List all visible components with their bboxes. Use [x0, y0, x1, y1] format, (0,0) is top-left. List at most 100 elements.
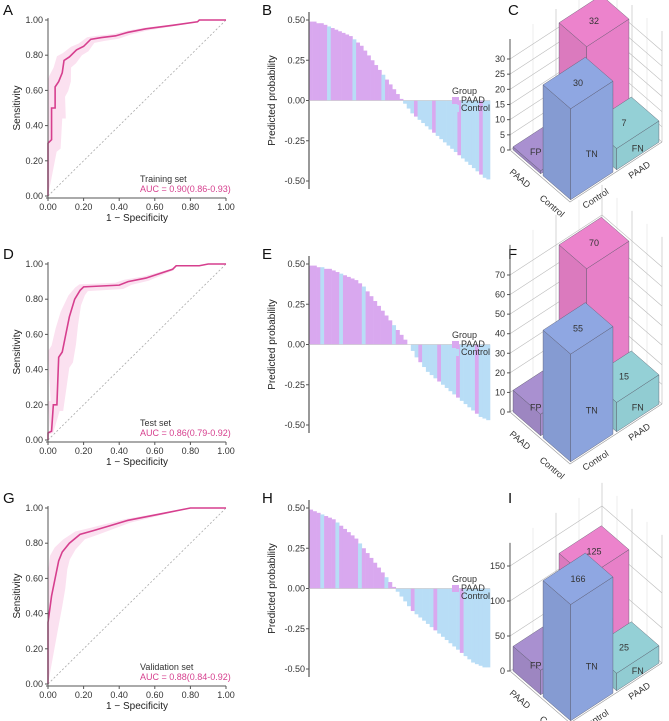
- bar: [331, 519, 336, 589]
- bar: [428, 100, 433, 130]
- y-tick-label: 0.00: [25, 435, 43, 445]
- y-tick-label: 0.00: [25, 679, 43, 689]
- roc-curve: [47, 507, 226, 684]
- bar: [377, 69, 382, 101]
- y-tick-label: 0.40: [25, 121, 43, 131]
- bar: [374, 65, 379, 101]
- bar: [482, 100, 487, 178]
- x-tick-label: 0.20: [75, 690, 93, 700]
- panel-b: 0.50 0.25 0.00 -0.25 -0.50 Predicted probabil…: [267, 12, 491, 189]
- y-axis-label: Predicted probability: [267, 543, 278, 634]
- bar: [418, 344, 423, 363]
- bar: [448, 588, 453, 644]
- bar-category-label: FP: [530, 402, 542, 412]
- bar: [359, 45, 364, 101]
- bar-tn: 166 TN: [542, 552, 614, 721]
- bar: [342, 275, 348, 345]
- bar: [450, 100, 455, 149]
- y-axis-label: Sensitivity: [12, 573, 23, 618]
- bar: [474, 588, 479, 665]
- bar: [352, 39, 357, 101]
- bar: [356, 42, 360, 101]
- bar: [320, 514, 325, 589]
- grid-line: [509, 214, 663, 276]
- bar: [446, 100, 451, 146]
- bar-top-face: [558, 0, 630, 47]
- z-tick-label: 0: [500, 145, 505, 155]
- bar: [403, 339, 408, 345]
- bar: [335, 522, 340, 589]
- legend-label-paad: PAAD: [461, 95, 485, 105]
- bar-top-face: [542, 552, 614, 605]
- bar: [403, 100, 408, 104]
- panel-letter-a: A: [3, 2, 13, 19]
- legend-label-paad: PAAD: [461, 339, 485, 349]
- z-tick-label: 25: [495, 69, 505, 79]
- bar: [354, 538, 359, 589]
- y-tick-label: -0.50: [284, 664, 305, 674]
- y-tick-label: -0.25: [284, 136, 305, 146]
- bar: [341, 32, 346, 101]
- x-axis-label: 1 − Specificity: [106, 213, 168, 224]
- panel-h: 0.50 0.25 0.00 -0.25 -0.50 Predicted probabil…: [267, 500, 491, 677]
- bar: [467, 344, 472, 408]
- bar: [417, 100, 422, 120]
- y-tick-label: 0.50: [287, 503, 305, 513]
- bar: [444, 344, 449, 388]
- z-tick-label: 20: [495, 84, 505, 94]
- y-tick-label: 0.80: [25, 50, 43, 60]
- legend-swatch-control: [452, 349, 459, 356]
- auc-label: AUC = 0.90(0.86-0.93): [140, 184, 231, 194]
- bar: [324, 516, 329, 589]
- bar: [452, 588, 457, 647]
- legend-label-control: Control: [461, 103, 490, 113]
- bar: [395, 94, 400, 101]
- bar: [320, 267, 325, 345]
- y-axis-label: Predicted probability: [267, 55, 278, 146]
- legend-swatch-control: [452, 593, 459, 600]
- y-tick-label: 0.40: [25, 609, 43, 619]
- bar: [388, 84, 393, 101]
- bar: [452, 344, 457, 395]
- bar: [365, 291, 370, 345]
- bar: [388, 582, 393, 589]
- bar-category-label: TN: [586, 405, 598, 415]
- bar: [327, 268, 332, 345]
- bar-category-label: TN: [586, 661, 598, 671]
- panel-letter-f: F: [508, 246, 517, 263]
- bar: [370, 60, 375, 101]
- y-tick-label: 0.80: [25, 538, 43, 548]
- panel-letter-c: C: [508, 2, 519, 19]
- x-tick-label: 1.00: [217, 690, 235, 700]
- bar: [424, 100, 429, 127]
- legend-swatch-paad: [452, 97, 459, 104]
- bar: [376, 305, 381, 345]
- panel-d: 0.000.00 0.20 0.20 0.40 0.40 0.60 0.60 0.80 0.80…: [12, 259, 235, 468]
- bar-top-face: [542, 302, 614, 355]
- bar: [316, 267, 321, 345]
- bar-category-label: FN: [632, 403, 644, 413]
- bar-left-face: [542, 580, 571, 721]
- x-tick-label: 0.60: [146, 202, 164, 212]
- bar-category-label: FN: [632, 144, 644, 154]
- set-label: Training set: [140, 174, 187, 184]
- bar: [429, 344, 434, 376]
- y-tick-label: 1.00: [25, 259, 43, 269]
- y-tick-label: 0.80: [25, 294, 43, 304]
- bar: [467, 588, 472, 660]
- y-tick-label: 0.20: [25, 400, 43, 410]
- bar: [410, 100, 415, 114]
- bar: [369, 296, 374, 345]
- bar: [373, 301, 378, 345]
- z-tick-label: 50: [495, 631, 505, 641]
- y-tick-label: 0.20: [25, 156, 43, 166]
- z-tick-label: 50: [495, 309, 505, 319]
- y-tick-label: 0.60: [25, 85, 43, 95]
- bar-value-label: 15: [619, 372, 629, 382]
- bar: [350, 278, 355, 345]
- y-tick-label: 1.00: [25, 15, 43, 25]
- bar: [437, 588, 442, 634]
- x-tick-label: 0.60: [146, 446, 164, 456]
- z-tick-label: 10: [495, 115, 505, 125]
